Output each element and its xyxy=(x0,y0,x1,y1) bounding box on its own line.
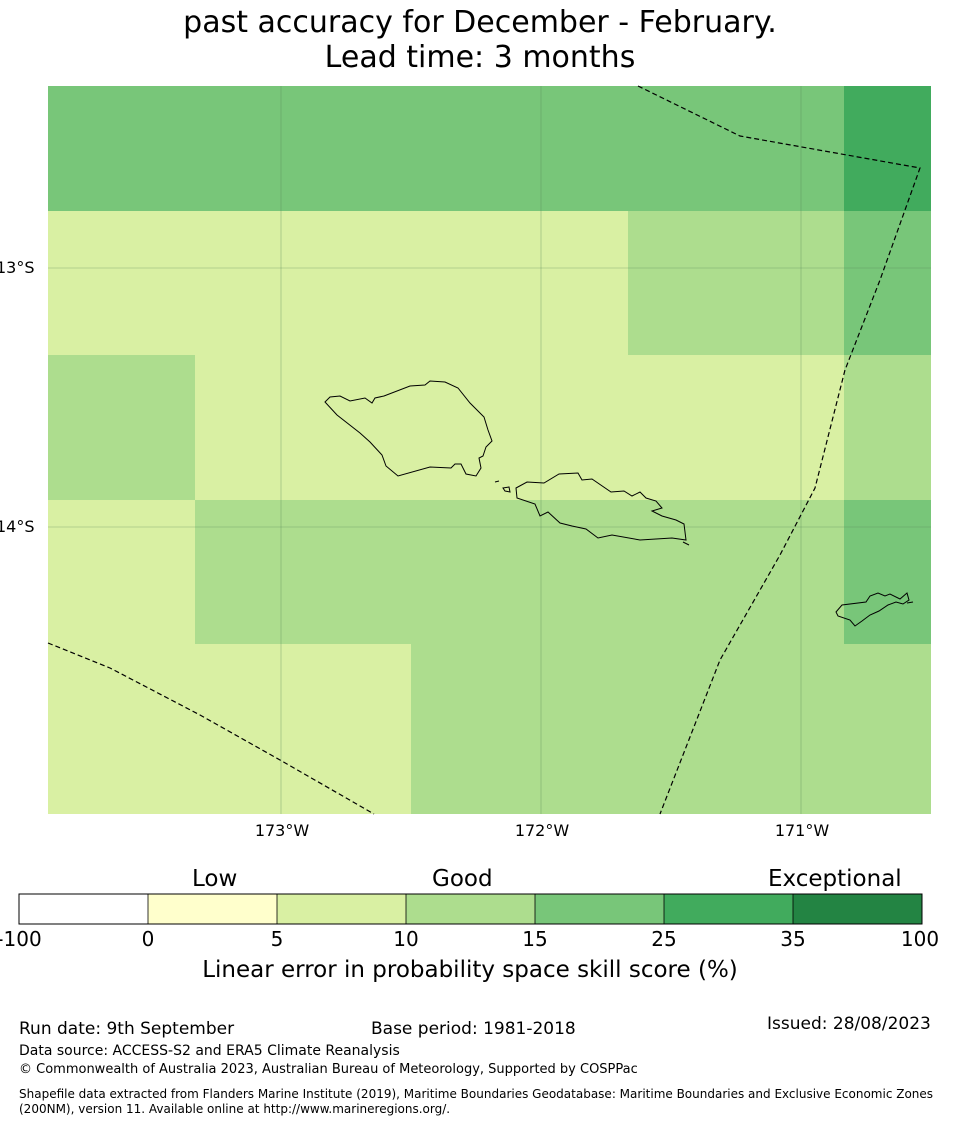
colorbar-tick: 0 xyxy=(141,927,155,951)
issued-date: Issued: 28/08/2023 xyxy=(767,1014,931,1034)
grid-cell xyxy=(48,86,844,211)
colorbar-bin-5-10 xyxy=(277,894,406,924)
colorbar xyxy=(18,893,923,925)
run-date: Run date: 9th September xyxy=(19,1019,235,1039)
aunuu-islet xyxy=(906,601,914,604)
grid-cell xyxy=(195,355,844,500)
grid-cell xyxy=(48,500,195,644)
colorbar-tick: 15 xyxy=(522,927,548,951)
apolima-islet xyxy=(494,480,500,483)
base-period: Base period: 1981-2018 xyxy=(371,1019,576,1039)
lon-label-171w: 171°W xyxy=(774,821,830,840)
colorbar-bin-0-5 xyxy=(148,894,277,924)
colorbar-category-low: Low xyxy=(192,866,238,892)
colorbar-bin-neg100-0 xyxy=(19,894,148,924)
skill-grid xyxy=(48,86,931,814)
colorbar-tick: 10 xyxy=(393,927,419,951)
colorbar-bin-25-35 xyxy=(664,894,793,924)
map-title-line-2: Lead time: 3 months xyxy=(324,40,636,75)
shapefile-credit: Shapefile data extracted from Flanders M… xyxy=(19,1087,934,1116)
map-title-line-1: past accuracy for December - February. xyxy=(183,5,777,40)
copyright: © Commonwealth of Australia 2023, Austra… xyxy=(19,1062,638,1077)
colorbar-title: Linear error in probability space skill … xyxy=(202,957,738,983)
upolu-east-tip xyxy=(682,541,690,546)
graticule xyxy=(48,86,931,814)
manono-islet xyxy=(502,486,511,493)
colorbar-category-exceptional: Exceptional xyxy=(768,866,902,892)
colorbar-category-good: Good xyxy=(432,866,493,892)
lon-label-172w: 172°W xyxy=(514,821,570,840)
grid-cell xyxy=(48,644,411,814)
savaii-island xyxy=(324,380,493,477)
grid-cell xyxy=(48,355,195,500)
colorbar-tick: 5 xyxy=(270,927,284,951)
grid-cell xyxy=(844,211,931,355)
colorbar-tick: -100 xyxy=(0,927,42,951)
colorbar-tick: 35 xyxy=(780,927,806,951)
grid-cell xyxy=(195,500,844,644)
grid-cell xyxy=(411,644,931,814)
grid-cell xyxy=(844,86,931,211)
grid-cell xyxy=(844,500,931,644)
eez-boundaries xyxy=(47,85,921,815)
coastlines xyxy=(324,380,914,627)
colorbar-tick: 25 xyxy=(651,927,677,951)
tutuila-island xyxy=(835,592,910,627)
eez-boundary-southwest xyxy=(47,642,375,815)
grid-cell xyxy=(48,211,628,355)
upolu-island xyxy=(515,472,687,541)
skill-map xyxy=(47,85,931,815)
colorbar-bin-35-100 xyxy=(793,894,922,924)
grid-cell xyxy=(628,211,844,355)
lat-label-14s: 14°S xyxy=(0,517,35,536)
grid-cell xyxy=(844,355,931,500)
colorbar-tick: 100 xyxy=(900,927,940,951)
data-source: Data source: ACCESS-S2 and ERA5 Climate … xyxy=(19,1043,400,1059)
colorbar-outline xyxy=(18,893,923,925)
lat-label-13s: 13°S xyxy=(0,258,35,277)
colorbar-bin-15-25 xyxy=(535,894,664,924)
lon-label-173w: 173°W xyxy=(254,821,310,840)
colorbar-bin-10-15 xyxy=(406,894,535,924)
